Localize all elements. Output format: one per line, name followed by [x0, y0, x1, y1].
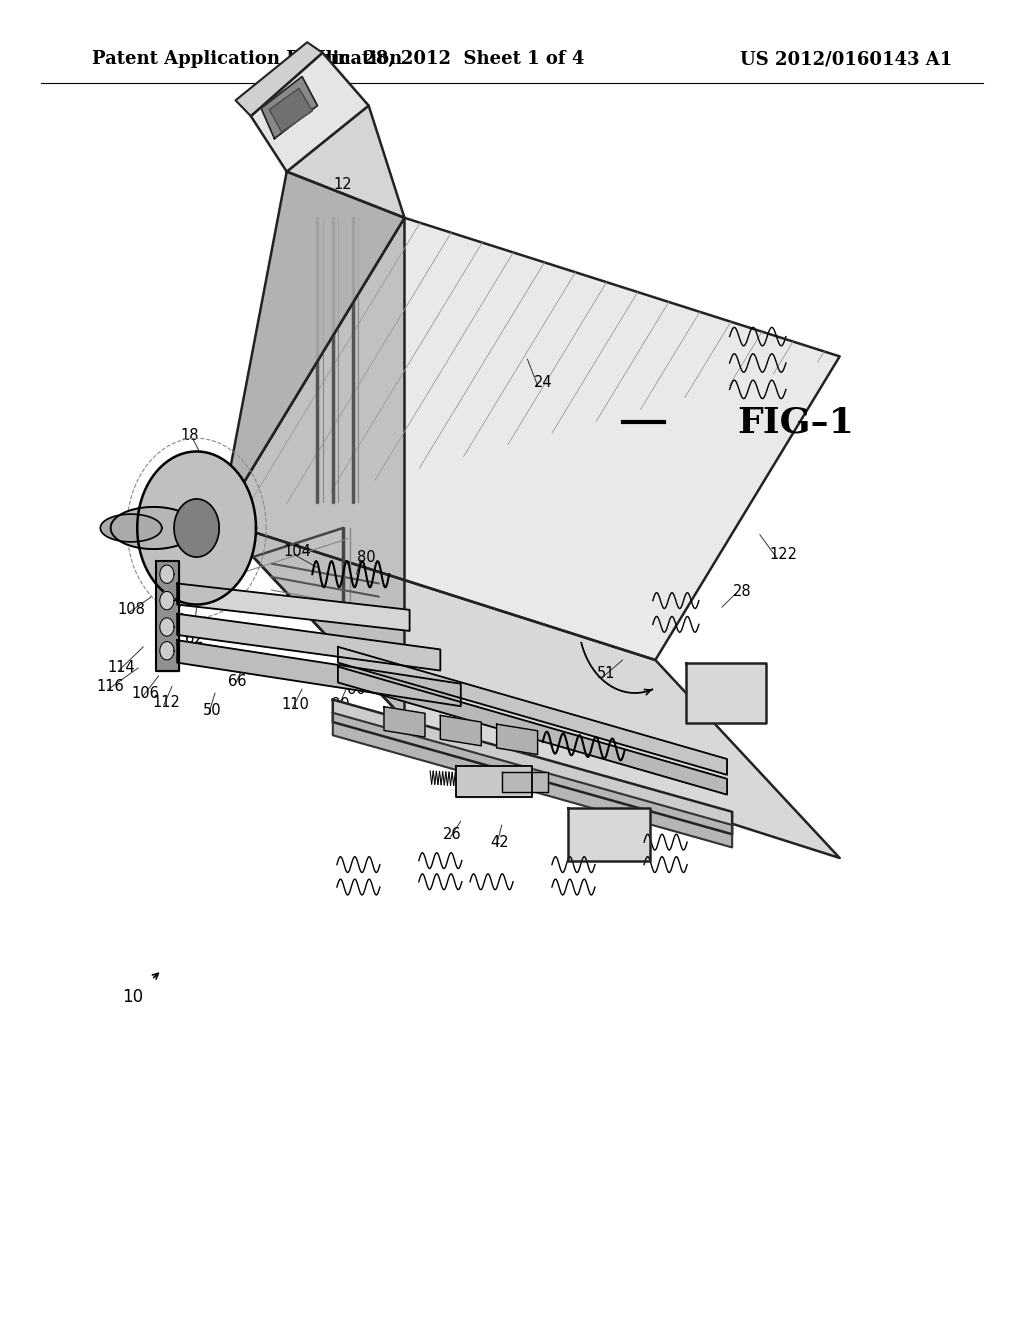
Polygon shape	[333, 713, 732, 847]
Polygon shape	[236, 42, 323, 116]
Polygon shape	[220, 521, 840, 858]
Text: 32: 32	[597, 821, 615, 837]
Polygon shape	[261, 77, 317, 139]
Text: 26: 26	[443, 826, 462, 842]
Text: 12: 12	[334, 177, 352, 193]
Polygon shape	[338, 647, 727, 775]
Text: 24: 24	[534, 375, 552, 391]
Polygon shape	[440, 715, 481, 746]
Text: 64: 64	[167, 612, 185, 628]
Polygon shape	[338, 667, 727, 795]
Text: 52: 52	[351, 657, 370, 673]
Polygon shape	[160, 591, 174, 610]
Polygon shape	[156, 561, 179, 671]
Polygon shape	[160, 642, 174, 660]
Polygon shape	[497, 725, 538, 755]
Text: 30: 30	[733, 692, 752, 708]
Text: 80: 80	[357, 549, 376, 565]
Polygon shape	[137, 451, 256, 605]
Polygon shape	[177, 640, 461, 706]
Polygon shape	[251, 53, 369, 172]
Text: 110: 110	[281, 697, 309, 713]
Text: 42: 42	[490, 834, 509, 850]
Polygon shape	[287, 106, 404, 218]
Text: 102: 102	[168, 648, 197, 664]
Polygon shape	[269, 88, 312, 132]
Text: 51: 51	[597, 665, 615, 681]
Text: 114: 114	[106, 660, 135, 676]
Text: 108: 108	[117, 602, 145, 618]
Polygon shape	[502, 772, 548, 792]
Polygon shape	[160, 565, 174, 583]
Text: 50: 50	[203, 702, 221, 718]
Polygon shape	[111, 507, 197, 549]
Text: US 2012/0160143 A1: US 2012/0160143 A1	[740, 50, 952, 69]
Polygon shape	[160, 618, 174, 636]
Text: 106: 106	[131, 685, 160, 701]
Polygon shape	[686, 663, 766, 723]
Text: FIG–1: FIG–1	[737, 405, 854, 440]
Text: 112: 112	[152, 694, 180, 710]
Text: 28: 28	[733, 583, 752, 599]
Text: 116: 116	[96, 678, 125, 694]
Polygon shape	[220, 218, 404, 719]
Polygon shape	[333, 700, 732, 834]
Polygon shape	[177, 583, 410, 631]
Text: 104: 104	[283, 544, 311, 560]
Polygon shape	[177, 614, 440, 671]
Text: 62: 62	[185, 631, 204, 647]
Polygon shape	[220, 218, 840, 660]
Text: 80: 80	[331, 697, 349, 713]
Polygon shape	[568, 808, 650, 861]
Polygon shape	[174, 499, 219, 557]
Text: 122: 122	[769, 546, 798, 562]
Text: Jun. 28, 2012  Sheet 1 of 4: Jun. 28, 2012 Sheet 1 of 4	[316, 50, 585, 69]
Text: 60: 60	[347, 681, 366, 697]
Polygon shape	[220, 172, 404, 521]
Text: 10: 10	[123, 987, 143, 1006]
Text: 18: 18	[180, 428, 199, 444]
Polygon shape	[384, 706, 425, 737]
Polygon shape	[100, 515, 162, 541]
Text: 66: 66	[228, 673, 247, 689]
Text: Patent Application Publication: Patent Application Publication	[92, 50, 402, 69]
Polygon shape	[456, 766, 532, 797]
